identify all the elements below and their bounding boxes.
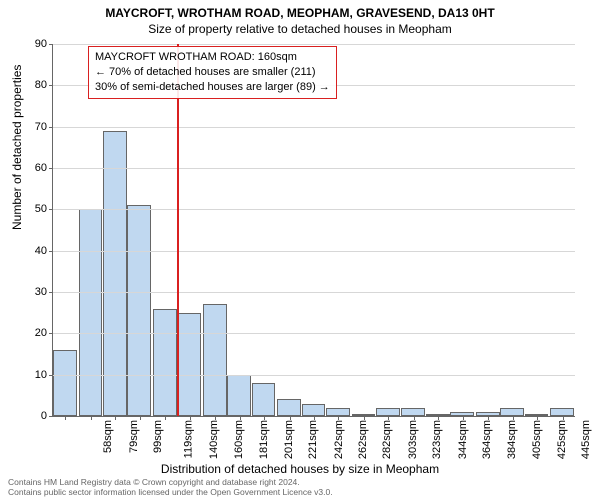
reference-line: [177, 44, 179, 416]
annotation-line3: 30% of semi-detached houses are larger (…: [95, 80, 330, 95]
bars-layer: [53, 44, 575, 416]
y-tick: 90: [35, 38, 47, 50]
y-tick: 40: [35, 245, 47, 257]
histogram-bar: [277, 399, 301, 416]
histogram-bar: [376, 408, 400, 416]
x-tick: 303sqm: [407, 420, 419, 459]
histogram-bar: [550, 408, 574, 416]
y-tick: 50: [35, 203, 47, 215]
y-tick: 30: [35, 286, 47, 298]
x-tick-mark: [414, 416, 415, 420]
histogram-bar: [401, 408, 425, 416]
x-tick-mark: [513, 416, 514, 420]
gridline: [53, 251, 575, 252]
histogram-bar: [53, 350, 77, 416]
y-tick: 70: [35, 121, 47, 133]
plot-area: 010203040506070809058sqm79sqm99sqm119sqm…: [52, 44, 575, 417]
gridline: [53, 292, 575, 293]
x-tick-mark: [488, 416, 489, 420]
histogram-bar: [227, 375, 251, 416]
x-tick: 364sqm: [481, 420, 493, 459]
x-tick-mark: [388, 416, 389, 420]
x-tick-mark: [215, 416, 216, 420]
x-tick: 282sqm: [382, 420, 394, 459]
x-tick: 119sqm: [182, 420, 194, 458]
annotation-line1: MAYCROFT WROTHAM ROAD: 160sqm: [95, 50, 330, 65]
chart-subtitle: Size of property relative to detached ho…: [0, 22, 600, 36]
y-tick: 0: [41, 410, 47, 422]
y-tick: 60: [35, 162, 47, 174]
gridline: [53, 127, 575, 128]
x-tick-mark: [115, 416, 116, 420]
histogram-bar: [127, 205, 151, 416]
x-tick: 79sqm: [128, 420, 140, 453]
x-tick-mark: [364, 416, 365, 420]
x-tick: 140sqm: [208, 420, 220, 459]
x-tick: 425sqm: [556, 420, 568, 459]
x-tick: 160sqm: [233, 420, 245, 459]
gridline: [53, 209, 575, 210]
gridline: [53, 168, 575, 169]
histogram-bar: [79, 209, 103, 416]
annotation-line2: ← 70% of detached houses are smaller (21…: [95, 65, 330, 80]
histogram-bar: [326, 408, 350, 416]
histogram-bar: [103, 131, 127, 416]
x-tick-mark: [463, 416, 464, 420]
x-tick-mark: [338, 416, 339, 420]
x-tick-mark: [190, 416, 191, 420]
y-tick: 80: [35, 79, 47, 91]
gridline: [53, 375, 575, 376]
x-axis-label: Distribution of detached houses by size …: [0, 462, 600, 476]
x-tick: 181sqm: [258, 420, 270, 459]
x-tick: 58sqm: [102, 420, 114, 453]
x-tick: 445sqm: [580, 420, 592, 459]
x-tick: 323sqm: [431, 420, 443, 459]
x-tick-mark: [537, 416, 538, 420]
chart-container: MAYCROFT, WROTHAM ROAD, MEOPHAM, GRAVESE…: [0, 0, 600, 500]
x-tick: 344sqm: [457, 420, 469, 459]
attribution-line2: Contains public sector information licen…: [8, 488, 333, 498]
x-tick-mark: [91, 416, 92, 420]
attribution: Contains HM Land Registry data © Crown c…: [8, 478, 333, 498]
histogram-bar: [252, 383, 276, 416]
y-tick: 20: [35, 327, 47, 339]
x-tick-mark: [65, 416, 66, 420]
histogram-bar: [302, 404, 326, 416]
x-tick-mark: [290, 416, 291, 420]
x-tick: 221sqm: [307, 420, 319, 459]
histogram-bar: [177, 313, 201, 416]
gridline: [53, 44, 575, 45]
x-tick-mark: [563, 416, 564, 420]
x-tick-mark: [140, 416, 141, 420]
x-tick-mark: [314, 416, 315, 420]
x-tick-mark: [438, 416, 439, 420]
x-tick-mark: [240, 416, 241, 420]
gridline: [53, 333, 575, 334]
chart-title-address: MAYCROFT, WROTHAM ROAD, MEOPHAM, GRAVESE…: [0, 0, 600, 20]
histogram-bar: [203, 304, 227, 416]
x-tick-mark: [165, 416, 166, 420]
x-tick: 201sqm: [283, 420, 295, 459]
x-tick: 384sqm: [506, 420, 518, 459]
y-axis-label: Number of detached properties: [10, 65, 24, 230]
x-tick-mark: [264, 416, 265, 420]
y-tick: 10: [35, 369, 47, 381]
x-tick: 262sqm: [357, 420, 369, 459]
x-tick: 242sqm: [333, 420, 345, 459]
x-tick: 405sqm: [531, 420, 543, 459]
histogram-bar: [153, 309, 177, 416]
x-tick: 99sqm: [152, 420, 164, 453]
histogram-bar: [500, 408, 524, 416]
annotation-box: MAYCROFT WROTHAM ROAD: 160sqm← 70% of de…: [88, 46, 337, 99]
